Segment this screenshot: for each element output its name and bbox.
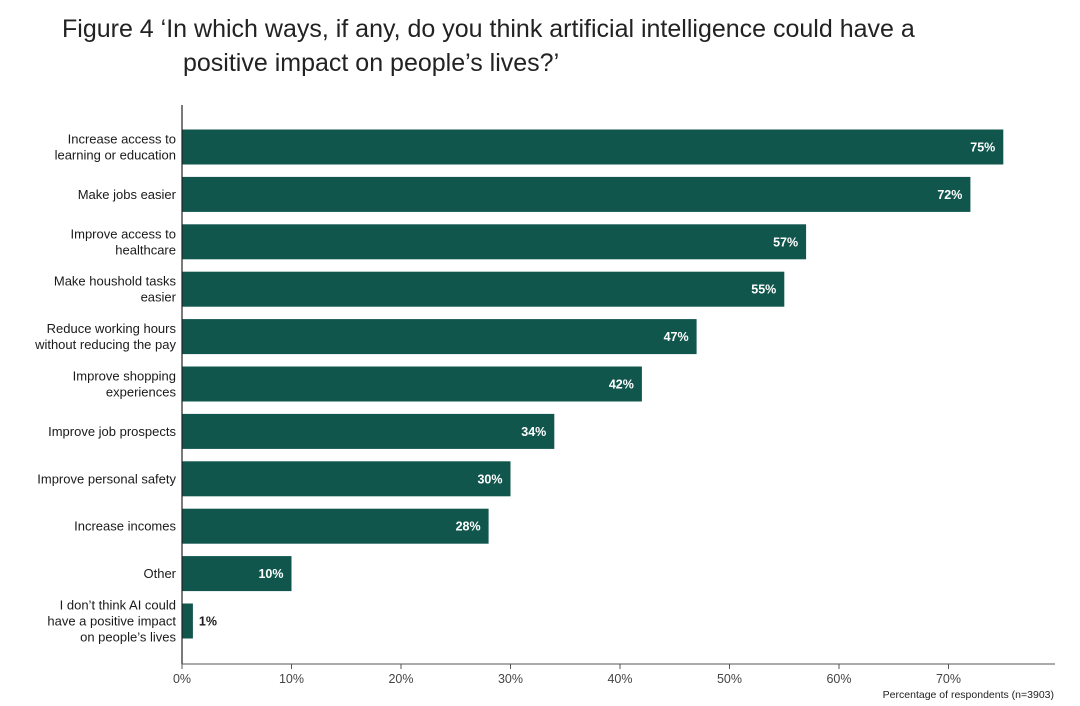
value-label: 72%	[937, 188, 962, 202]
category-label-line: I don’t think AI could	[60, 598, 176, 613]
value-label: 55%	[751, 283, 776, 297]
category-label-line: easier	[141, 290, 177, 305]
value-labels: 75% 72% 57% 55% 47% 42% 34% 30% 28% 10% 1%	[199, 141, 995, 629]
category-label-line: Increase access to	[68, 132, 176, 147]
bar	[182, 319, 697, 355]
x-tick-label: 70%	[936, 672, 961, 686]
x-axis-ticks: 0% 10% 20% 30% 40% 50% 60% 70%	[173, 664, 961, 686]
category-label: Improve job prospects	[48, 424, 176, 439]
bars-group	[182, 129, 1004, 639]
x-tick-label: 60%	[826, 672, 851, 686]
category-label-line: Improve shopping	[73, 369, 176, 384]
value-label: 47%	[664, 330, 689, 344]
category-label-line: have a positive impact	[47, 614, 176, 629]
category-label-line: on people’s lives	[80, 630, 176, 645]
x-tick-label: 50%	[717, 672, 742, 686]
value-label: 57%	[773, 235, 798, 249]
category-label: Increase access to learning or education	[55, 132, 176, 163]
bar	[182, 366, 642, 402]
x-tick-label: 30%	[498, 672, 523, 686]
category-label-line: Increase incomes	[74, 519, 176, 534]
bar	[182, 556, 292, 592]
bar	[182, 508, 489, 544]
category-label-line: experiences	[106, 385, 177, 400]
x-tick-label: 20%	[388, 672, 413, 686]
value-label: 75%	[970, 141, 995, 155]
category-label: Increase incomes	[74, 519, 176, 534]
category-label-line: Other	[143, 566, 176, 581]
bar	[182, 413, 555, 449]
category-label: Make houshold tasks easier	[54, 274, 177, 305]
category-label: Make jobs easier	[78, 187, 177, 202]
category-label-line: Make houshold tasks	[54, 274, 177, 289]
category-label: Improve shopping experiences	[73, 369, 177, 400]
category-label: Improve access to healthcare	[71, 226, 177, 257]
category-label: I don’t think AI could have a positive im…	[47, 598, 176, 645]
value-label: 1%	[199, 615, 217, 629]
bar	[182, 224, 807, 260]
value-label: 30%	[477, 472, 502, 486]
category-label-line: Improve job prospects	[48, 424, 176, 439]
category-label-line: Improve access to	[71, 226, 177, 241]
bar	[182, 271, 785, 307]
title-line-1: ‘In which ways, if any, do you think art…	[160, 15, 915, 43]
bar	[182, 176, 971, 212]
value-label: 42%	[609, 378, 634, 392]
figure-label: Figure 4	[62, 15, 154, 43]
category-label-line: without reducing the pay	[34, 337, 176, 352]
value-label: 34%	[521, 425, 546, 439]
category-label-line: Improve personal safety	[37, 471, 176, 486]
x-tick-label: 40%	[607, 672, 632, 686]
category-label-line: Reduce working hours	[47, 321, 177, 336]
bar	[182, 461, 511, 497]
x-axis-label: Percentage of respondents (n=3903)	[883, 689, 1054, 701]
bar	[182, 603, 193, 639]
category-label-line: learning or education	[55, 148, 176, 163]
x-tick-label: 0%	[173, 672, 191, 686]
category-label: Other	[143, 566, 176, 581]
x-tick-label: 10%	[279, 672, 304, 686]
category-label-line: Make jobs easier	[78, 187, 177, 202]
value-label: 10%	[258, 567, 283, 581]
category-label: Improve personal safety	[37, 471, 176, 486]
category-label: Reduce working hours without reducing the…	[34, 321, 176, 352]
title-line-2: positive impact on people’s lives?’	[183, 49, 560, 77]
category-label-line: healthcare	[115, 242, 176, 257]
bar	[182, 129, 1004, 165]
category-labels: Increase access to learning or education M…	[34, 132, 177, 645]
value-label: 28%	[456, 520, 481, 534]
